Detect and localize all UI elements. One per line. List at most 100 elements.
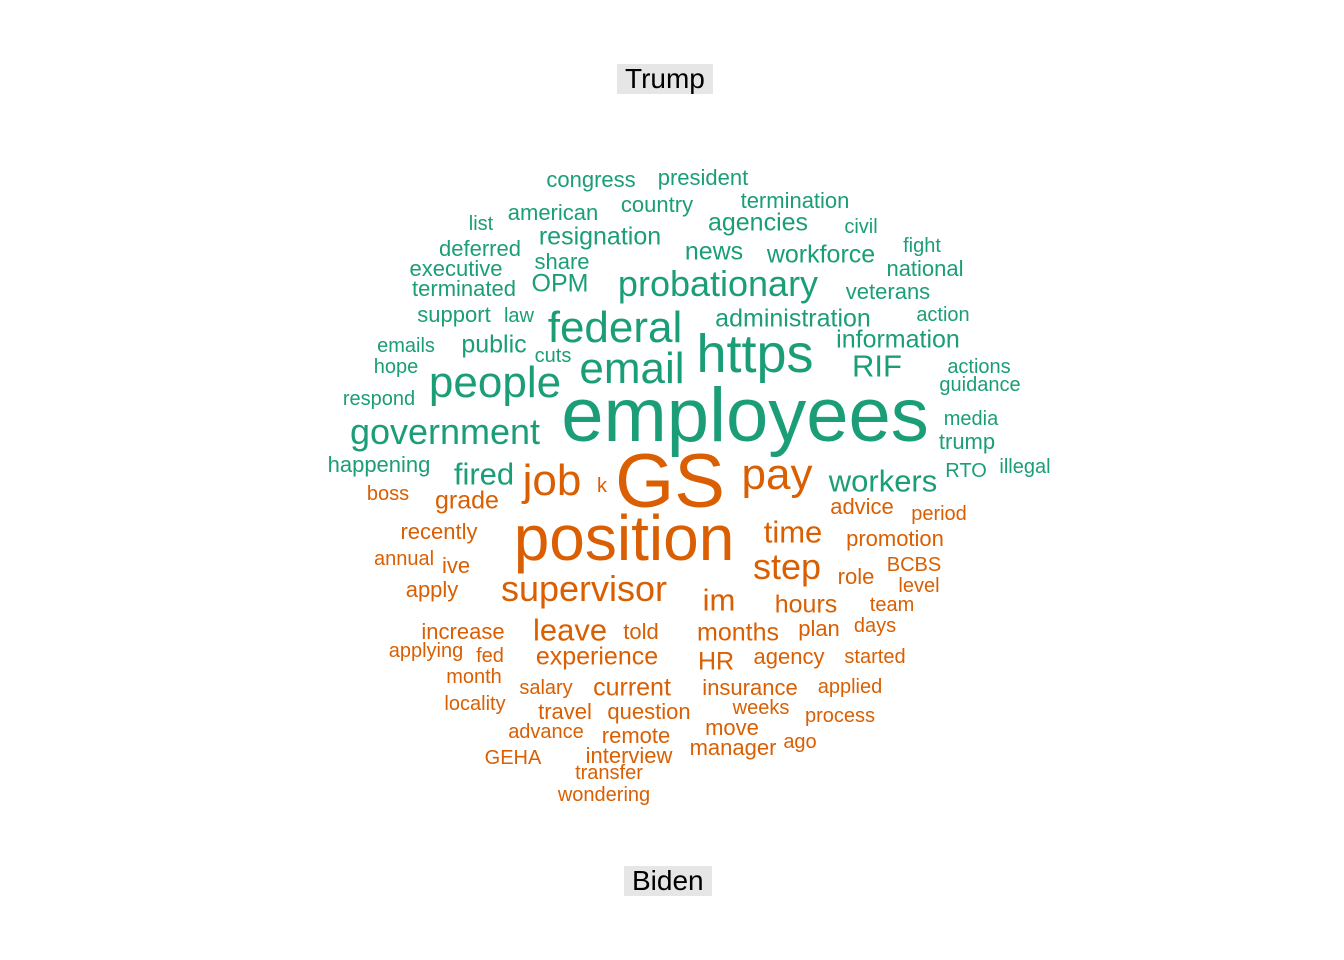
word-action: action xyxy=(916,304,970,326)
word-rto: RTO xyxy=(945,460,987,482)
word-media: media xyxy=(943,408,999,430)
word-https: https xyxy=(696,324,814,384)
word-process: process xyxy=(804,705,876,727)
word-geha: GEHA xyxy=(484,747,542,769)
word-fired: fired xyxy=(453,456,515,492)
word-cuts: cuts xyxy=(534,345,572,367)
word-gs: GS xyxy=(615,439,725,524)
word-role: role xyxy=(837,564,875,589)
word-veterans: veterans xyxy=(845,279,931,304)
word-congress: congress xyxy=(546,167,636,192)
word-probationary: probationary xyxy=(617,263,819,304)
word-emails: emails xyxy=(377,335,435,357)
word-remote: remote xyxy=(601,723,671,748)
word-support: support xyxy=(417,302,491,327)
word-move: move xyxy=(705,715,759,740)
word-position: position xyxy=(513,502,735,574)
word-resignation: resignation xyxy=(538,222,662,251)
word-question: question xyxy=(607,699,691,724)
word-salary: salary xyxy=(519,677,573,699)
word-experience: experience xyxy=(535,642,659,671)
word-hope: hope xyxy=(373,356,419,378)
word-american: american xyxy=(507,200,599,225)
word-time: time xyxy=(763,514,823,550)
word-opm: OPM xyxy=(531,269,589,298)
word-people: people xyxy=(428,358,562,407)
word-leave: leave xyxy=(532,612,608,648)
word-news: news xyxy=(684,237,744,266)
word-period: period xyxy=(911,503,967,525)
word-annual: annual xyxy=(373,548,435,570)
word-team: team xyxy=(869,594,915,616)
word-respond: respond xyxy=(342,388,416,410)
word-promotion: promotion xyxy=(846,526,944,551)
word-national: national xyxy=(886,256,964,281)
word-fight: fight xyxy=(903,235,941,257)
group-label-trump: Trump xyxy=(617,64,713,94)
word-trump: trump xyxy=(938,429,996,454)
word-ive: ive xyxy=(441,553,471,578)
word-recently: recently xyxy=(400,519,478,544)
word-federal: federal xyxy=(547,303,683,352)
word-wondering: wondering xyxy=(557,784,651,806)
word-agencies: agencies xyxy=(707,208,809,237)
word-country: country xyxy=(620,192,694,217)
word-started: started xyxy=(844,646,906,668)
word-happening: happening xyxy=(327,452,431,477)
word-hr: HR xyxy=(697,647,735,676)
word-days: days xyxy=(853,615,897,637)
word-actions: actions xyxy=(947,356,1011,378)
word-advance: advance xyxy=(508,721,584,743)
word-workforce: workforce xyxy=(766,240,876,269)
word-executive: executive xyxy=(409,256,503,281)
word-apply: apply xyxy=(405,577,459,602)
word-advice: advice xyxy=(830,494,894,519)
word-insurance: insurance xyxy=(702,675,798,700)
word-boss: boss xyxy=(366,483,410,505)
word-guidance: guidance xyxy=(939,374,1021,396)
word-job: job xyxy=(522,456,582,505)
word-information: information xyxy=(836,325,960,354)
word-supervisor: supervisor xyxy=(500,568,668,609)
word-level: level xyxy=(898,575,940,597)
word-deferred: deferred xyxy=(439,236,521,261)
word-administration: administration xyxy=(715,304,871,333)
word-workers: workers xyxy=(828,463,938,499)
word-email: email xyxy=(579,344,685,393)
word-told: told xyxy=(623,619,659,644)
word-rif: RIF xyxy=(852,348,902,384)
word-employees: employees xyxy=(561,373,929,458)
word-travel: travel xyxy=(538,699,592,724)
word-manager: manager xyxy=(689,735,777,760)
word-law: law xyxy=(503,305,535,327)
word-hours: hours xyxy=(774,590,838,619)
word-government: government xyxy=(349,411,541,452)
word-applied: applied xyxy=(817,676,883,698)
word-illegal: illegal xyxy=(999,456,1051,478)
word-im: im xyxy=(702,582,736,618)
word-locality: locality xyxy=(444,693,506,715)
word-ago: ago xyxy=(783,731,817,753)
word-current: current xyxy=(593,673,671,702)
word-termination: termination xyxy=(740,188,850,213)
word-months: months xyxy=(697,618,779,647)
word-plan: plan xyxy=(798,616,840,641)
word-bcbs: BCBS xyxy=(886,554,942,576)
word-agency: agency xyxy=(753,644,825,669)
word-fed: fed xyxy=(476,645,504,667)
word-grade: grade xyxy=(435,486,499,515)
word-applying: applying xyxy=(388,640,464,662)
word-interview: interview xyxy=(585,743,673,768)
word-president: president xyxy=(657,165,749,190)
word-civil: civil xyxy=(844,216,878,238)
word-pay: pay xyxy=(741,450,813,499)
word-step: step xyxy=(752,546,822,587)
word-share: share xyxy=(534,249,590,274)
word-public: public xyxy=(461,330,527,359)
word-k: k xyxy=(597,475,607,497)
word-month: month xyxy=(446,666,502,688)
word-terminated: terminated xyxy=(412,276,516,301)
word-list: list xyxy=(468,213,494,235)
word-increase: increase xyxy=(421,619,505,644)
